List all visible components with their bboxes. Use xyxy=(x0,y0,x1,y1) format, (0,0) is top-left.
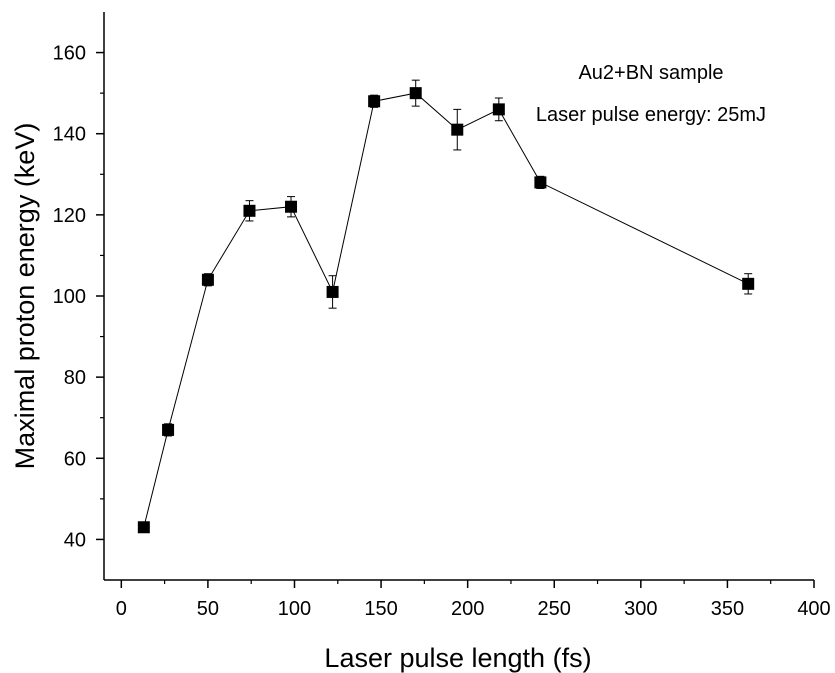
data-point xyxy=(162,423,175,436)
y-tick-label: 80 xyxy=(64,367,86,389)
y-tick-label: 140 xyxy=(53,124,86,146)
data-point xyxy=(368,95,381,108)
y-axis-label: Maximal proton energy (keV) xyxy=(10,123,40,470)
series-line xyxy=(143,92,749,528)
major-ticks xyxy=(96,51,815,588)
y-tick-label: 120 xyxy=(53,205,86,227)
y-tick-label: 40 xyxy=(64,529,86,551)
x-tick-label: 150 xyxy=(364,598,397,620)
x-tick-label: 200 xyxy=(451,598,484,620)
x-tick-label: 50 xyxy=(197,598,219,620)
annotation-sample: Au2+BN sample xyxy=(578,62,723,84)
data-point xyxy=(201,273,214,286)
minor-ticks xyxy=(100,92,772,584)
data-point xyxy=(137,521,150,534)
data-point xyxy=(326,285,339,298)
y-tick-label: 100 xyxy=(53,286,86,308)
x-tick-label: 100 xyxy=(278,598,311,620)
data-point xyxy=(492,103,505,116)
y-tick-label: 160 xyxy=(53,43,86,65)
tick-labels: 0 50 100 150 200 250 300 350 400 40 60 80 100 120 140 1… xyxy=(53,43,831,620)
data-point xyxy=(243,204,256,217)
x-tick-label: 250 xyxy=(538,598,571,620)
data-point xyxy=(534,176,547,189)
data-point xyxy=(451,123,464,136)
data-point xyxy=(742,277,755,290)
data-point xyxy=(409,87,422,100)
x-tick-label: 400 xyxy=(797,598,830,620)
x-tick-label: 300 xyxy=(624,598,657,620)
x-tick-label: 0 xyxy=(116,598,127,620)
x-tick-label: 350 xyxy=(711,598,744,620)
error-bars xyxy=(139,79,753,532)
data-markers xyxy=(137,87,755,534)
y-tick-label: 60 xyxy=(64,448,86,470)
data-point xyxy=(285,200,298,213)
annotation-energy: Laser pulse energy: 25mJ xyxy=(536,104,766,126)
x-axis-label: Laser pulse length (fs) xyxy=(324,643,591,673)
